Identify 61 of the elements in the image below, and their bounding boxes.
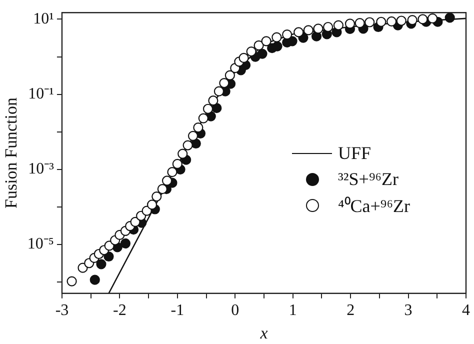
point [303, 25, 314, 36]
x-tick-label: -1 [170, 302, 184, 320]
point [396, 16, 406, 26]
y-axis-title: Fusion Function [2, 97, 21, 208]
x-tick-label: 0 [231, 302, 240, 320]
point [376, 16, 386, 27]
x-tick-label: 3 [404, 302, 412, 320]
legend-label: UFF [338, 142, 372, 164]
x-tick-label: -3 [55, 302, 69, 320]
point [130, 216, 140, 227]
point [238, 52, 249, 63]
y-tick-label: 10⁻¹ [28, 86, 54, 103]
point [162, 176, 172, 186]
point [282, 30, 292, 40]
point [90, 274, 100, 285]
point [193, 122, 204, 133]
point [254, 40, 264, 51]
point [178, 148, 188, 159]
point [364, 17, 375, 28]
point [152, 191, 162, 202]
point [418, 14, 428, 24]
point [333, 20, 344, 30]
y-tick-label: 10⁻⁵ [27, 236, 54, 253]
point [344, 18, 356, 29]
y-tick-label: 10¹ [33, 10, 54, 28]
y-tick-label: 10⁻³ [28, 160, 54, 178]
x-tick-label: -2 [113, 302, 126, 320]
x-axis-title: x [259, 323, 268, 342]
point [386, 16, 397, 27]
point [182, 140, 193, 150]
point [427, 13, 438, 24]
point [66, 276, 77, 286]
point [272, 41, 282, 52]
x-tick-label: 1 [288, 302, 297, 320]
point [323, 22, 334, 32]
point [246, 46, 256, 57]
point [261, 36, 272, 46]
point [172, 158, 182, 169]
point [219, 78, 230, 88]
point [224, 70, 235, 80]
point [214, 86, 224, 96]
point [444, 12, 455, 23]
point [272, 32, 282, 42]
x-tick-label: 2 [346, 302, 355, 320]
point [96, 259, 106, 270]
point [208, 96, 218, 106]
point [157, 184, 168, 194]
point [202, 104, 214, 114]
point [188, 130, 198, 141]
point [120, 238, 131, 248]
legend-label: ⁴⁰Ca+⁹⁶Zr [338, 195, 410, 217]
point [257, 48, 268, 59]
legend-label: ³²S+⁹⁶Zr [338, 168, 398, 190]
point [354, 18, 365, 28]
point [198, 113, 208, 124]
point [146, 200, 158, 210]
point [167, 167, 178, 178]
point [313, 24, 324, 34]
point [407, 15, 418, 26]
x-tick-label: 4 [462, 302, 470, 320]
point [294, 27, 304, 38]
